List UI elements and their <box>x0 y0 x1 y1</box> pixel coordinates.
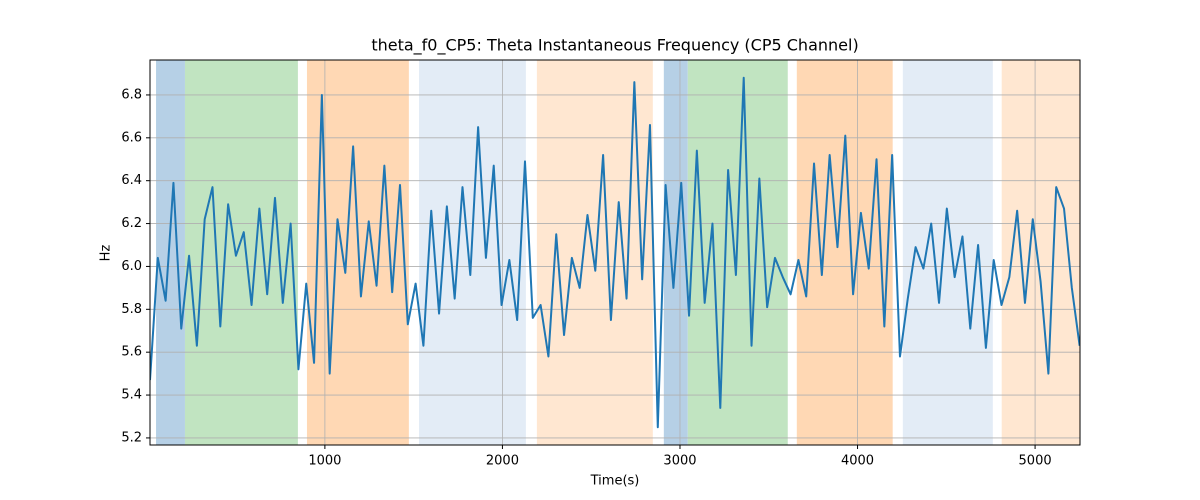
shaded-span <box>1001 60 1080 445</box>
y-tick-label: 5.6 <box>121 345 142 360</box>
y-tick-label: 5.8 <box>121 302 142 317</box>
y-tick-label: 6.6 <box>121 130 142 145</box>
y-axis-label: Hz <box>99 245 114 262</box>
x-axis-label: Time(s) <box>590 474 640 489</box>
x-tick-label: 2000 <box>486 454 519 469</box>
x-tick-label: 1000 <box>308 454 341 469</box>
y-tick-label: 6.4 <box>121 173 142 188</box>
x-tick-label: 5000 <box>1019 454 1052 469</box>
x-tick-label: 4000 <box>841 454 874 469</box>
plot-frame <box>149 59 1081 446</box>
y-tick-label: 6.2 <box>121 216 142 231</box>
chart-title: theta_f0_CP5: Theta Instantaneous Freque… <box>371 36 858 56</box>
x-tick-label: 3000 <box>663 454 696 469</box>
data-line <box>150 76 1080 429</box>
y-tick-label: 5.4 <box>121 388 142 403</box>
shaded-span <box>796 60 893 445</box>
y-tick-label: 6.0 <box>121 259 142 274</box>
shaded-span <box>156 60 185 445</box>
y-tick-label: 5.2 <box>121 430 142 445</box>
y-tick-label: 6.8 <box>121 87 142 102</box>
